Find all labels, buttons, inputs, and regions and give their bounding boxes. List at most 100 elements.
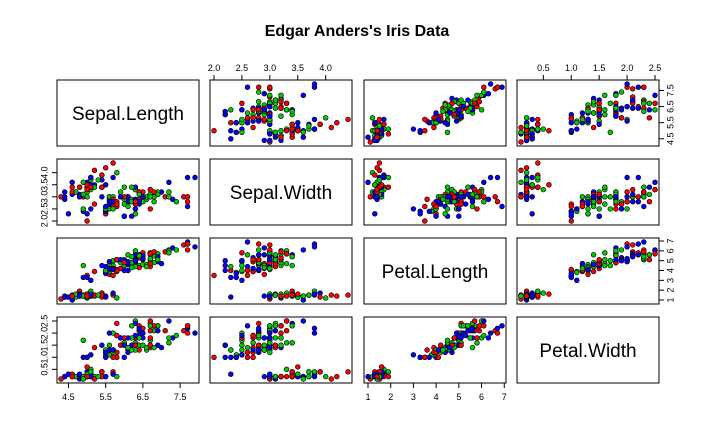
data-point [244,110,251,116]
data-point [278,330,284,336]
data-point [518,194,524,200]
data-point [289,262,295,269]
tick-label: 1.0 [565,63,578,73]
tick-label: 5 [456,392,461,402]
data-point [114,295,120,301]
data-point [435,347,442,353]
data-point [58,376,64,382]
data-point [239,262,245,269]
data-point [518,179,524,186]
data-point [372,182,378,188]
data-point [641,189,647,195]
tick-label: 5.5 [99,392,112,402]
data-point [84,274,90,281]
data-point [306,292,312,298]
data-point [300,92,306,99]
data-point [272,252,279,258]
data-point [602,184,608,190]
data-point [250,340,256,346]
data-point [494,84,501,90]
data-point [458,335,464,341]
data-point [323,115,329,121]
data-point [422,116,428,123]
data-point [646,107,653,113]
tick-label: 1 [365,392,370,402]
data-point [155,328,161,334]
data-point [652,92,658,99]
data-point [652,179,658,186]
data-point [529,293,535,299]
data-point [579,110,586,116]
data-point [181,328,187,334]
data-point [568,203,574,210]
data-point [328,124,334,131]
panel-grid: Sepal.Length Sepal.Width Petal.Length Petal… [39,63,675,402]
data-point [372,211,378,217]
data-point [166,318,172,324]
data-point [121,184,128,190]
panel-frame [209,316,353,384]
data-point [518,139,524,145]
data-point [228,347,234,353]
data-point [481,323,487,329]
data-point [499,203,505,210]
data-point [244,115,251,121]
data-point [456,213,462,219]
data-point [283,107,290,113]
tick-label: 3.0 [264,63,277,73]
data-point [250,115,256,121]
data-point [378,182,385,188]
data-point [385,369,392,375]
panel-petal-length-vs-petal-length: Petal.Length [363,237,507,305]
data-point [106,342,113,348]
data-point [607,194,613,200]
y-axis-petal-length-right: 1 2 3 4 5 6 7 [658,239,675,303]
data-point [289,323,295,329]
data-point [652,251,658,257]
data-point [624,194,630,200]
data-point [535,116,541,123]
data-point [417,128,423,134]
data-point [365,134,371,140]
data-point [222,111,228,118]
data-point [151,199,157,205]
data-point [250,347,256,353]
data-point [474,92,480,99]
data-point [222,258,228,264]
data-point [99,194,105,200]
data-point [267,257,273,263]
data-point [102,165,109,171]
data-point [474,340,480,346]
data-point [233,354,240,360]
data-point [447,344,453,351]
data-point [239,332,245,339]
data-point [300,129,306,136]
data-point [136,253,142,259]
data-point [261,137,267,144]
data-point [114,320,120,327]
data-point [267,265,273,272]
data-point [272,323,279,329]
data-point [494,330,501,336]
data-point [110,290,116,296]
data-point [376,160,383,166]
data-point [102,373,109,380]
data-point [422,218,428,224]
data-point [244,252,251,258]
data-point [481,332,487,339]
data-point [267,293,273,299]
data-point [641,249,647,255]
variable-label-petal-width: Petal.Width [539,341,636,362]
tick-label: 0.5 [537,63,550,73]
data-point [261,116,267,123]
data-point [641,254,647,260]
data-point [117,189,124,195]
data-point [84,211,90,217]
data-point [529,116,535,123]
data-point [590,110,597,116]
data-point [295,119,301,126]
data-point [442,119,448,126]
data-point [629,86,636,92]
data-point [147,186,154,193]
data-point [629,242,636,248]
